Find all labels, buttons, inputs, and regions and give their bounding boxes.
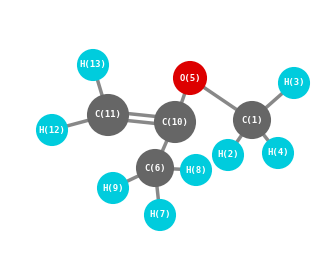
Text: O(5): O(5)	[179, 73, 201, 82]
Circle shape	[279, 68, 309, 98]
Text: H(12): H(12)	[39, 126, 65, 135]
Circle shape	[78, 50, 108, 80]
Circle shape	[234, 102, 270, 138]
Text: H(2): H(2)	[217, 151, 239, 160]
Circle shape	[88, 95, 128, 135]
Circle shape	[137, 150, 173, 186]
Circle shape	[263, 138, 293, 168]
Circle shape	[181, 155, 211, 185]
Text: H(8): H(8)	[185, 166, 207, 174]
Circle shape	[155, 102, 195, 142]
Text: H(7): H(7)	[149, 210, 171, 219]
Text: C(1): C(1)	[241, 116, 263, 125]
Text: H(3): H(3)	[283, 78, 305, 87]
Text: C(6): C(6)	[144, 164, 166, 173]
Circle shape	[213, 140, 243, 170]
Text: H(9): H(9)	[102, 183, 124, 192]
Text: C(10): C(10)	[161, 117, 188, 126]
Circle shape	[174, 62, 206, 94]
Circle shape	[98, 173, 128, 203]
Circle shape	[145, 200, 175, 230]
Text: C(11): C(11)	[94, 111, 121, 120]
Text: H(13): H(13)	[80, 60, 107, 69]
Text: H(4): H(4)	[267, 148, 289, 157]
Circle shape	[37, 115, 67, 145]
